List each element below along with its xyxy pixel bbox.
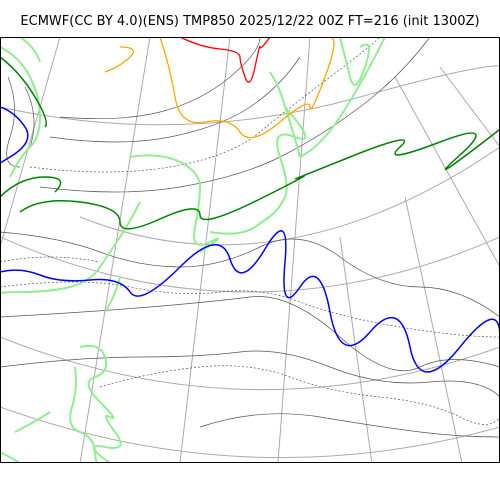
coastline: [0, 46, 42, 178]
isotherm-green: [0, 56, 47, 128]
coastline: [129, 154, 219, 253]
coastline: [284, 106, 301, 158]
map-panel: [0, 37, 500, 463]
coastline: [269, 71, 286, 108]
isotherm-line: [49, 56, 301, 143]
weather-map: [0, 37, 500, 463]
isotherm-line: [6, 76, 21, 168]
isotherm-green: [19, 124, 500, 230]
meridian-line: [439, 66, 500, 148]
isotherm-line: [0, 256, 101, 263]
meridian-line: [277, 37, 311, 463]
coastline: [19, 37, 41, 63]
meridian-line: [394, 76, 500, 268]
meridian-line: [179, 37, 231, 463]
meridian-line: [0, 37, 61, 248]
meridian-line: [404, 196, 463, 463]
isotherm-line: [0, 296, 500, 371]
isotherms-thin: [0, 37, 500, 438]
isotherm-line: [29, 37, 381, 173]
coastline: [69, 366, 100, 463]
isotherm-green: [0, 176, 62, 198]
parallel-line: [0, 236, 500, 293]
parallel-line: [0, 336, 500, 391]
coastline: [104, 276, 121, 313]
coastline: [299, 37, 386, 158]
isotherm-line: [199, 413, 500, 438]
isotherm-line: [24, 86, 35, 148]
isotherm-blue: [0, 230, 500, 373]
coastline: [79, 344, 122, 463]
coastlines: [0, 37, 386, 463]
isotherm-line: [39, 37, 431, 193]
isotherm-line: [99, 365, 500, 425]
isotherm-orange: [159, 37, 335, 139]
coastline: [339, 37, 370, 86]
isotherm-line: [0, 350, 500, 398]
isotherm-orange: [104, 46, 134, 73]
isotherm-line: [59, 37, 261, 120]
parallel-line: [0, 406, 500, 459]
coastline: [14, 411, 51, 433]
isotherm-line: [0, 281, 500, 338]
isotherm-line: [0, 231, 500, 318]
isotherm-red: [179, 37, 271, 83]
isotherm-blue: [0, 106, 29, 168]
map-title: ECMWF(CC BY 4.0)(ENS) TMP850 2025/12/22 …: [20, 14, 480, 29]
